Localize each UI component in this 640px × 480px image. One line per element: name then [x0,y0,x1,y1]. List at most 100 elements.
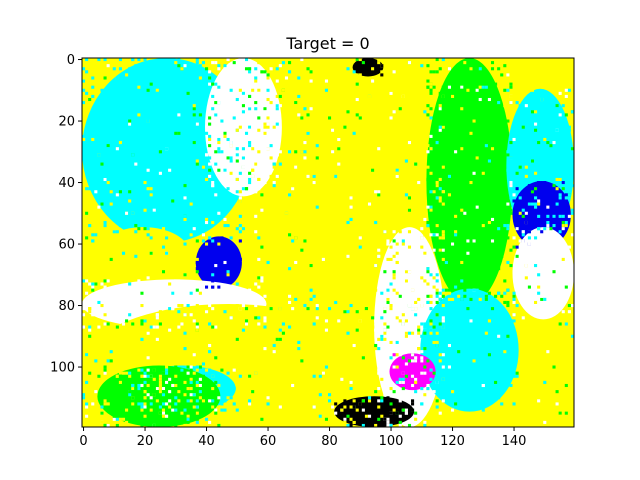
noise-pixel [284,414,289,418]
noise-pixel [177,356,181,360]
noise-pixel [248,393,252,397]
noise-pixel [438,248,442,252]
noise-pixel [146,131,150,135]
noise-pixel [103,181,107,185]
noise-pixel [312,313,316,317]
noise-pixel [312,122,316,126]
noise-pixel [404,300,408,304]
noise-pixel [201,374,205,378]
noise-pixel [377,347,381,351]
noise-pixel [183,307,187,311]
noise-pixel [524,276,528,280]
noise-pixel [248,402,252,406]
noise-pixel [454,214,458,218]
noise-pixel [208,383,212,388]
noise-pixel [186,168,190,172]
noise-pixel [454,150,458,154]
noise-pixel [398,230,402,234]
noise-pixel [312,294,316,298]
noise-pixel [534,236,538,240]
noise-pixel [103,313,107,317]
noise-layer [82,58,574,427]
noise-pixel [469,125,473,129]
noise-pixel [269,340,273,344]
noise-pixel [441,88,445,92]
noise-pixel [429,233,433,237]
noise-pixel [543,137,547,142]
noise-pixel [441,353,445,357]
noise-pixel [174,340,178,344]
noise-pixel [414,264,418,268]
noise-pixel [426,144,430,148]
noise-pixel [115,387,119,391]
noise-pixel [555,128,559,132]
noise-pixel [324,356,328,360]
noise-pixel [94,390,98,394]
noise-pixel [140,196,144,200]
noise-pixel [534,202,538,206]
noise-pixel [364,319,368,323]
noise-pixel [214,334,218,338]
noise-pixel [241,91,245,95]
noise-pixel [438,353,442,357]
x-axis: 0 20 40 60 80 100 120 140 [79,427,526,449]
noise-pixel [88,122,92,126]
noise-pixel [146,88,150,92]
noise-pixel [512,199,516,203]
noise-pixel [248,104,252,108]
noise-pixel [198,101,202,105]
noise-pixel [115,214,119,218]
noise-pixel [106,390,110,394]
noise-pixel [238,316,242,320]
noise-pixel [527,119,531,123]
noise-pixel [177,310,181,314]
noise-pixel [143,390,147,394]
noise-pixel [355,141,359,145]
noise-pixel [371,104,375,108]
noise-pixel [284,76,289,80]
noise-pixel [85,405,89,409]
noise-pixel [561,227,565,231]
noise-pixel [140,304,144,308]
noise-pixel [398,310,402,314]
noise-pixel [297,202,301,206]
noise-pixel [315,125,319,129]
noise-pixel [208,190,212,194]
noise-pixel [235,153,239,157]
noise-pixel [457,147,461,151]
noise-pixel [441,233,445,237]
noise-pixel [303,322,307,326]
noise-pixel [186,91,190,95]
noise-pixel [466,230,470,234]
noise-pixel [272,184,276,188]
noise-pixel [269,88,273,92]
noise-pixel [158,97,162,102]
noise-pixel [315,227,319,231]
noise-pixel [324,150,328,154]
noise-pixel [395,174,399,178]
noise-pixel [266,334,270,338]
noise-pixel [186,181,190,185]
noise-pixel [300,150,304,154]
noise-pixel [297,340,301,344]
noise-pixel [478,380,482,384]
noise-pixel [88,119,92,123]
noise-pixel [438,313,442,317]
noise-pixel [398,414,402,418]
noise-pixel [131,334,135,338]
noise-pixel [152,377,156,381]
noise-pixel [140,208,144,212]
noise-pixel [254,76,258,80]
noise-pixel [115,399,119,403]
noise-pixel [358,101,362,105]
noise-pixel [352,291,356,295]
noise-pixel [558,174,562,178]
noise-pixel [432,190,436,194]
noise-pixel [254,85,258,89]
noise-pixel [238,230,242,234]
noise-pixel [454,402,458,406]
noise-pixel [88,371,92,375]
noise-pixel [558,107,562,111]
noise-pixel [257,196,261,200]
noise-pixel [263,107,267,111]
